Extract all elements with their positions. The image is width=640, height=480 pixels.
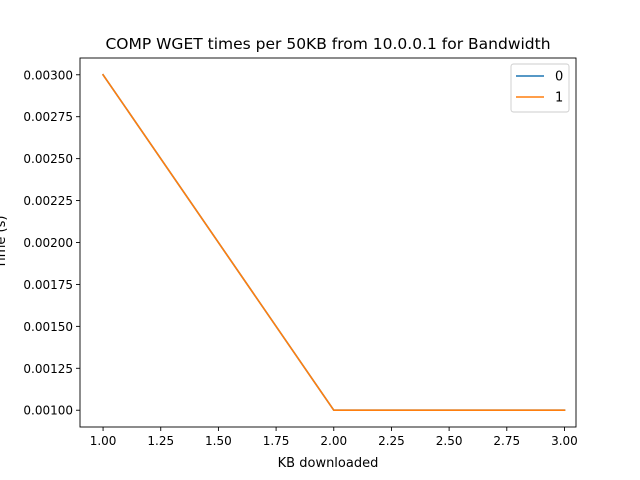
y-tick-label: 0.00275 bbox=[23, 110, 73, 124]
x-tick-label: 2.75 bbox=[493, 434, 520, 448]
y-tick-label: 0.00175 bbox=[23, 278, 73, 292]
x-tick-label: 3.00 bbox=[551, 434, 578, 448]
series-line-1 bbox=[101, 73, 566, 412]
x-tick-label: 2.25 bbox=[378, 434, 405, 448]
series-layer bbox=[101, 73, 566, 412]
y-axis-label: Time (s) bbox=[0, 216, 9, 270]
y-tick-label: 0.00225 bbox=[23, 194, 73, 208]
y-tick-label: 0.00150 bbox=[23, 320, 73, 334]
x-axis-label: KB downloaded bbox=[278, 456, 379, 471]
x-tick-label: 1.00 bbox=[90, 434, 117, 448]
x-tick-label: 2.00 bbox=[320, 434, 347, 448]
chart-title: COMP WGET times per 50KB from 10.0.0.1 f… bbox=[105, 35, 550, 53]
legend: 01 bbox=[510, 63, 570, 113]
y-axis: 0.00100 0.00125 0.00150 0.00175 0.00200 0.002… bbox=[23, 68, 80, 418]
legend-label-1: 1 bbox=[555, 91, 563, 106]
x-axis: 1.00 1.25 1.50 1.75 2.00 2.25 2.50 2.75 3.00 bbox=[90, 427, 578, 448]
y-tick-label: 0.00300 bbox=[23, 68, 73, 82]
x-tick-label: 1.50 bbox=[205, 434, 232, 448]
x-tick-label: 1.25 bbox=[147, 434, 174, 448]
x-tick-label: 2.50 bbox=[436, 434, 463, 448]
x-tick-label: 1.75 bbox=[263, 434, 290, 448]
y-tick-label: 0.00200 bbox=[23, 236, 73, 250]
legend-label-0: 0 bbox=[555, 70, 563, 85]
y-tick-label: 0.00125 bbox=[23, 362, 73, 376]
y-tick-label: 0.00250 bbox=[23, 152, 73, 166]
y-tick-label: 0.00100 bbox=[23, 404, 73, 418]
